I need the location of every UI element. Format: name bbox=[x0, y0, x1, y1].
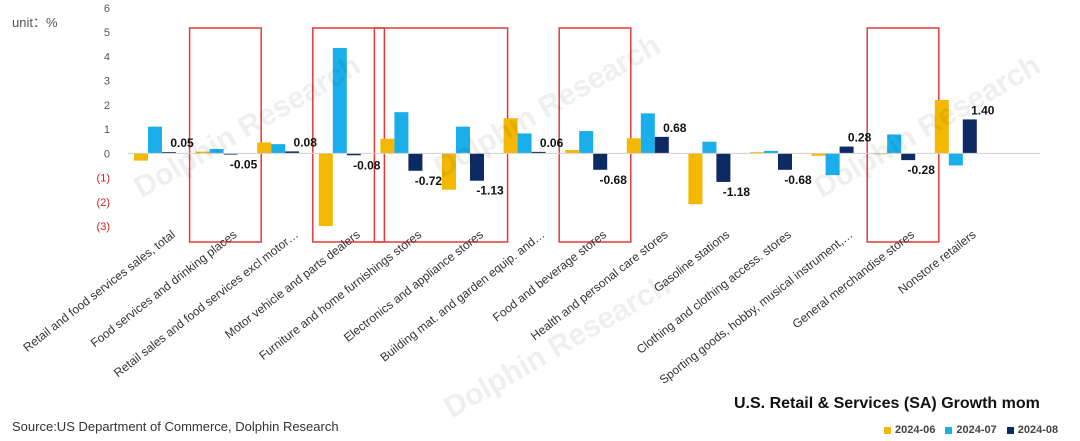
bar-2024-07-cat-0 bbox=[148, 126, 162, 154]
y-tick-label: 4 bbox=[104, 51, 110, 63]
highlight-box bbox=[866, 27, 940, 243]
bar-2024-06-cat-6 bbox=[503, 118, 518, 154]
bar-2024-07-cat-10 bbox=[764, 150, 778, 154]
bar-2024-07-cat-9 bbox=[702, 141, 717, 154]
data-label: 0.05 bbox=[170, 136, 194, 150]
y-tick-label: 6 bbox=[104, 3, 110, 15]
y-tick-label: (2) bbox=[97, 197, 110, 209]
highlight-box bbox=[312, 27, 386, 243]
data-label: -1.18 bbox=[723, 185, 751, 199]
data-label: -0.05 bbox=[230, 158, 258, 172]
data-label: 0.68 bbox=[663, 121, 687, 135]
data-labels: 0.05 -0.05 0.08 -0.08 -0.72 -1.13 0.06 -0.68 0.6… bbox=[170, 103, 994, 198]
data-label: 0.06 bbox=[540, 136, 564, 150]
bar-2024-08-cat-13 bbox=[962, 119, 977, 154]
bar-2024-06-cat-0 bbox=[134, 153, 148, 161]
y-tick-label: 0 bbox=[104, 148, 110, 160]
bar-2024-08-cat-12 bbox=[901, 153, 916, 161]
legend-item-2024-06: 2024-06 bbox=[884, 424, 935, 436]
data-label: -0.68 bbox=[600, 173, 628, 187]
bar-2024-07-cat-11 bbox=[825, 153, 840, 176]
y-tick-label: (1) bbox=[97, 173, 110, 185]
bar-2024-08-cat-4 bbox=[408, 153, 423, 171]
y-tick-label: (3) bbox=[97, 221, 110, 233]
bar-2024-07-cat-6 bbox=[517, 133, 532, 154]
highlight-box bbox=[558, 27, 632, 243]
bar-2024-08-cat-6 bbox=[531, 151, 546, 154]
bar-2024-06-cat-9 bbox=[688, 153, 703, 205]
bar-2024-08-cat-5 bbox=[470, 153, 484, 181]
legend-swatch bbox=[884, 426, 891, 434]
bar-2024-07-cat-2 bbox=[271, 144, 286, 154]
bar-2024-06-cat-5 bbox=[442, 153, 456, 190]
x-axis-labels: Retail and food services sales, totalFoo… bbox=[20, 227, 978, 387]
bar-2024-08-cat-0 bbox=[162, 152, 176, 154]
data-label: -0.72 bbox=[415, 174, 443, 188]
bar-2024-07-cat-13 bbox=[948, 153, 963, 166]
y-tick-label: 1 bbox=[104, 124, 110, 136]
data-label: 0.08 bbox=[294, 135, 318, 149]
bar-2024-06-cat-1 bbox=[195, 151, 210, 154]
highlight-box bbox=[373, 27, 509, 243]
bar-2024-08-cat-11 bbox=[839, 146, 854, 154]
bar-2024-06-cat-11 bbox=[811, 153, 826, 156]
bar-2024-06-cat-10 bbox=[750, 152, 764, 154]
y-axis-ticks: 6 5 4 3 2 1 0 (1) (2) (3) bbox=[97, 3, 110, 233]
y-tick-label: 2 bbox=[104, 100, 110, 112]
legend: 2024-06 2024-07 2024-08 bbox=[884, 424, 1058, 436]
bar-2024-07-cat-7 bbox=[579, 131, 594, 154]
legend-swatch bbox=[1006, 426, 1014, 434]
bar-2024-06-cat-3 bbox=[318, 153, 333, 226]
chart-title: U.S. Retail & Services (SA) Growth mom bbox=[734, 395, 1040, 412]
data-label: 1.40 bbox=[971, 103, 995, 117]
legend-label: 2024-08 bbox=[1017, 424, 1059, 436]
data-label: -0.28 bbox=[908, 163, 936, 177]
bars bbox=[134, 47, 977, 226]
bar-2024-07-cat-12 bbox=[887, 134, 902, 154]
highlight-box bbox=[188, 27, 262, 243]
data-label: -0.08 bbox=[353, 158, 381, 172]
legend-item-2024-08: 2024-08 bbox=[1006, 424, 1059, 436]
y-tick-label: 3 bbox=[104, 76, 110, 88]
unit-label: unit：% bbox=[12, 15, 58, 30]
bar-2024-06-cat-13 bbox=[934, 100, 949, 154]
data-label: 0.28 bbox=[848, 131, 872, 145]
bar-2024-08-cat-3 bbox=[346, 153, 361, 156]
legend-label: 2024-06 bbox=[895, 424, 936, 436]
bar-2024-08-cat-10 bbox=[778, 153, 792, 170]
bar-2024-07-cat-8 bbox=[640, 113, 655, 154]
bar-2024-06-cat-2 bbox=[257, 142, 272, 154]
bar-2024-06-cat-4 bbox=[380, 138, 395, 154]
data-label: -0.68 bbox=[784, 173, 812, 187]
source-note: Source:US Department of Commerce, Dolphi… bbox=[12, 419, 339, 434]
bar-2024-08-cat-1 bbox=[223, 153, 238, 155]
bar-2024-08-cat-9 bbox=[716, 153, 731, 182]
bar-2024-07-cat-3 bbox=[332, 47, 347, 154]
legend-swatch bbox=[945, 426, 953, 434]
bar-2024-08-cat-2 bbox=[285, 151, 300, 154]
data-label: -1.13 bbox=[476, 184, 504, 198]
legend-item-2024-07: 2024-07 bbox=[945, 424, 997, 436]
bar-2024-07-cat-1 bbox=[209, 148, 224, 154]
x-tick-label: General merchandise stores bbox=[790, 227, 917, 331]
bar-2024-07-cat-4 bbox=[394, 112, 409, 154]
bar-2024-06-cat-7 bbox=[565, 149, 580, 154]
y-tick-label: 5 bbox=[104, 27, 110, 39]
bar-2024-06-cat-8 bbox=[626, 138, 641, 154]
bar-2024-08-cat-8 bbox=[654, 136, 669, 154]
legend-label: 2024-07 bbox=[956, 424, 997, 436]
bar-2024-08-cat-7 bbox=[593, 153, 608, 170]
bar-2024-07-cat-5 bbox=[456, 126, 470, 154]
